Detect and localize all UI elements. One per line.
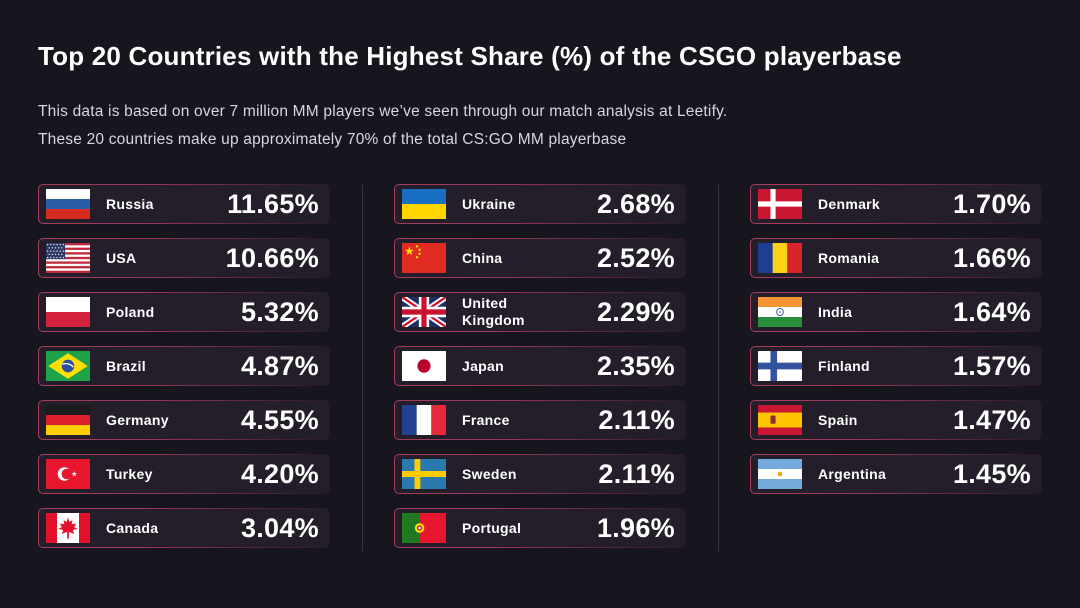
country-share-row: Spain 1.47% — [750, 400, 1042, 440]
se-flag-icon — [402, 459, 446, 489]
share-value: 2.11% — [598, 458, 675, 489]
country-share-row: France 2.11% — [394, 400, 686, 440]
country-name: United Kingdom — [462, 295, 525, 328]
country-column-3: Denmark 1.70% Romania 1.66% India 1.64% Finlan… — [750, 184, 1042, 494]
br-flag-icon — [46, 351, 90, 381]
share-value: 11.65% — [227, 188, 319, 219]
in-flag-icon — [758, 297, 802, 327]
country-name: Romania — [818, 249, 880, 266]
country-column-2: Ukraine 2.68% China 2.52% United Kingdom 2.29… — [394, 184, 686, 548]
column-divider — [717, 185, 719, 551]
country-name: Germany — [106, 411, 169, 428]
country-name: Finland — [818, 357, 870, 374]
share-value: 2.52% — [596, 242, 675, 273]
country-share-row: Russia 11.65% — [38, 184, 330, 224]
country-share-row: Turkey 4.20% — [38, 454, 330, 494]
country-name: India — [818, 303, 853, 320]
share-value: 5.32% — [240, 296, 319, 327]
country-share-row: Portugal 1.96% — [394, 508, 686, 548]
page-title: Top 20 Countries with the Highest Share … — [38, 41, 902, 71]
country-name: Brazil — [106, 357, 146, 374]
country-name: Portugal — [462, 519, 522, 536]
de-flag-icon — [46, 405, 90, 435]
share-value: 1.70% — [952, 188, 1031, 219]
country-name: Ukraine — [462, 195, 516, 212]
country-column-1: Russia 11.65% USA 10.66% Poland 5.32% Brazil 4.… — [38, 184, 330, 548]
country-name: Sweden — [462, 465, 517, 482]
share-value: 1.45% — [952, 458, 1031, 489]
pt-flag-icon — [402, 513, 446, 543]
country-share-row: Canada 3.04% — [38, 508, 330, 548]
country-share-row: Germany 4.55% — [38, 400, 330, 440]
ro-flag-icon — [758, 243, 802, 273]
country-share-row: Sweden 2.11% — [394, 454, 686, 494]
country-share-row: Ukraine 2.68% — [394, 184, 686, 224]
subtitle-line-2: These 20 countries make up approximately… — [38, 131, 627, 148]
tr-flag-icon — [46, 459, 90, 489]
country-share-row: United Kingdom 2.29% — [394, 292, 686, 332]
ca-flag-icon — [46, 513, 90, 543]
country-share-row: Japan 2.35% — [394, 346, 686, 386]
share-value: 2.35% — [596, 350, 675, 381]
share-value: 1.47% — [952, 404, 1031, 435]
share-value: 2.29% — [596, 296, 675, 327]
country-name: China — [462, 249, 503, 266]
country-share-row: Poland 5.32% — [38, 292, 330, 332]
ru-flag-icon — [46, 189, 90, 219]
column-divider — [361, 185, 363, 551]
share-value: 2.11% — [598, 404, 675, 435]
country-name: Poland — [106, 303, 155, 320]
subtitle-line-1: This data is based on over 7 million MM … — [38, 103, 728, 120]
share-value: 1.96% — [596, 512, 675, 543]
dk-flag-icon — [758, 189, 802, 219]
country-name: Argentina — [818, 465, 887, 482]
country-name: Spain — [818, 411, 858, 428]
country-share-row: Finland 1.57% — [750, 346, 1042, 386]
gb-flag-icon — [402, 297, 446, 327]
country-name: USA — [106, 249, 137, 266]
share-value: 2.68% — [596, 188, 675, 219]
share-value: 4.55% — [240, 404, 319, 435]
es-flag-icon — [758, 405, 802, 435]
pl-flag-icon — [46, 297, 90, 327]
fr-flag-icon — [402, 405, 446, 435]
share-value: 1.64% — [952, 296, 1031, 327]
country-share-row: Romania 1.66% — [750, 238, 1042, 278]
country-share-board: Russia 11.65% USA 10.66% Poland 5.32% Brazil 4.… — [38, 184, 1042, 551]
country-name: Canada — [106, 519, 159, 536]
ar-flag-icon — [758, 459, 802, 489]
country-share-row: USA 10.66% — [38, 238, 330, 278]
us-flag-icon — [46, 243, 90, 273]
ua-flag-icon — [402, 189, 446, 219]
country-share-row: Argentina 1.45% — [750, 454, 1042, 494]
country-share-row: Denmark 1.70% — [750, 184, 1042, 224]
share-value: 4.87% — [240, 350, 319, 381]
country-share-row: China 2.52% — [394, 238, 686, 278]
country-name: Turkey — [106, 465, 153, 482]
share-value: 10.66% — [225, 242, 319, 273]
fi-flag-icon — [758, 351, 802, 381]
country-name: Denmark — [818, 195, 881, 212]
country-name: France — [462, 411, 510, 428]
share-value: 1.66% — [952, 242, 1031, 273]
country-share-row: Brazil 4.87% — [38, 346, 330, 386]
country-name: Russia — [106, 195, 154, 212]
share-value: 4.20% — [240, 458, 319, 489]
country-name: Japan — [462, 357, 504, 374]
share-value: 3.04% — [240, 512, 319, 543]
country-share-row: India 1.64% — [750, 292, 1042, 332]
jp-flag-icon — [402, 351, 446, 381]
cn-flag-icon — [402, 243, 446, 273]
infographic-root: Top 20 Countries with the Highest Share … — [38, 41, 1042, 551]
share-value: 1.57% — [952, 350, 1031, 381]
